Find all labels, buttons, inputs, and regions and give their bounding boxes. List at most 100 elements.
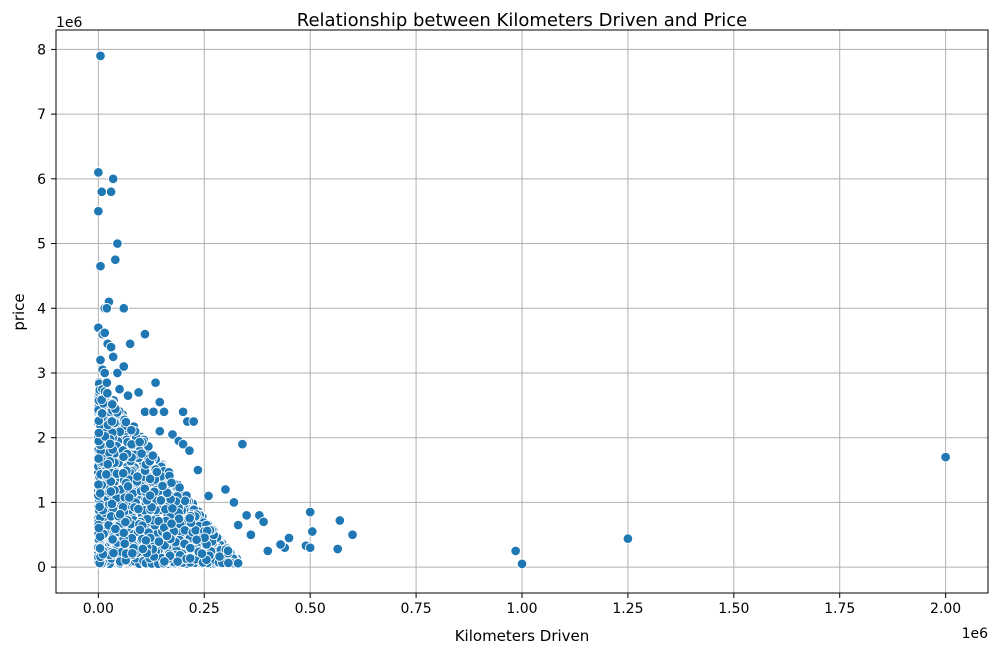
grid <box>56 30 988 593</box>
data-point <box>262 545 274 557</box>
data-point <box>93 167 104 178</box>
data-point <box>105 486 117 497</box>
data-point <box>104 438 116 450</box>
data-point <box>117 468 129 479</box>
chart-title: Relationship between Kilometers Driven a… <box>297 10 747 31</box>
data-point <box>99 367 110 379</box>
data-point <box>307 526 318 537</box>
data-point <box>126 424 137 436</box>
data-point <box>304 506 316 518</box>
data-point <box>275 539 286 550</box>
y-offset-label: 1e6 <box>56 15 83 31</box>
data-point <box>134 524 146 535</box>
data-point <box>94 543 106 554</box>
data-point <box>112 238 123 249</box>
data-point <box>184 445 195 456</box>
x-tick-label: 1.00 <box>506 601 537 617</box>
scatter-points <box>93 50 951 570</box>
data-point <box>191 534 202 545</box>
data-point <box>107 534 118 545</box>
data-point <box>120 516 131 528</box>
data-point <box>124 492 135 503</box>
data-point <box>150 377 161 388</box>
y-tick-label: 2 <box>37 431 46 447</box>
data-point <box>134 436 145 448</box>
data-point <box>334 515 346 526</box>
data-point <box>153 536 165 547</box>
data-point <box>96 394 107 406</box>
data-point <box>96 408 108 419</box>
data-point <box>96 186 108 198</box>
data-point <box>93 205 104 217</box>
y-axis-label: price <box>10 293 28 330</box>
data-point <box>188 416 199 427</box>
data-point <box>106 498 118 510</box>
data-point <box>144 490 156 501</box>
x-tick-label: 0.50 <box>295 601 326 617</box>
data-point <box>133 387 144 398</box>
data-point <box>510 545 521 557</box>
data-point <box>108 547 119 559</box>
data-point <box>161 530 173 542</box>
data-point <box>106 416 118 427</box>
data-point <box>139 328 151 340</box>
x-tick-label: 0.75 <box>401 601 432 617</box>
data-point <box>133 503 144 515</box>
data-point <box>93 479 104 490</box>
data-point <box>158 406 170 418</box>
data-point <box>222 545 234 557</box>
data-point <box>95 50 106 62</box>
data-point <box>192 464 204 476</box>
data-point <box>196 548 208 559</box>
y-tick-label: 1 <box>37 495 46 511</box>
data-point <box>101 469 112 480</box>
data-point <box>148 406 159 418</box>
x-tick-label: 1.50 <box>718 601 749 617</box>
data-point <box>147 450 158 461</box>
data-point <box>258 516 269 528</box>
data-point <box>127 548 138 559</box>
data-point <box>94 501 105 513</box>
x-tick-label: 0.25 <box>189 601 220 617</box>
data-point <box>177 438 189 450</box>
data-point <box>167 503 178 514</box>
data-point <box>107 173 119 185</box>
data-point <box>105 341 117 353</box>
data-point <box>159 556 170 567</box>
data-point <box>122 390 134 401</box>
data-point <box>154 425 166 437</box>
data-point <box>102 458 114 470</box>
data-point <box>184 512 195 524</box>
x-tick-label: 1.75 <box>824 601 855 617</box>
data-point <box>232 557 244 569</box>
data-point <box>166 477 177 489</box>
data-point <box>114 383 125 395</box>
data-point <box>228 497 240 508</box>
data-point <box>177 406 189 418</box>
data-point <box>107 351 119 363</box>
data-point <box>118 361 130 372</box>
x-tick-label: 1.25 <box>612 601 643 617</box>
data-point <box>283 532 295 544</box>
data-point <box>166 518 177 529</box>
data-point <box>137 543 149 555</box>
data-point <box>232 519 244 531</box>
data-point <box>101 377 113 388</box>
data-point <box>173 513 185 525</box>
x-tick-label: 2.00 <box>930 601 961 617</box>
x-axis-label: Kilometers Driven <box>455 627 590 645</box>
y-tick-label: 5 <box>37 237 46 253</box>
data-point <box>93 427 105 439</box>
data-point <box>132 471 143 482</box>
data-point <box>110 523 121 535</box>
data-point <box>93 522 105 534</box>
data-point <box>112 367 123 379</box>
data-point <box>144 473 156 485</box>
data-point <box>95 260 106 272</box>
data-point <box>940 451 951 463</box>
data-point <box>155 495 167 506</box>
y-tick-label: 3 <box>37 366 46 382</box>
data-point <box>245 529 257 541</box>
data-point <box>203 490 214 502</box>
